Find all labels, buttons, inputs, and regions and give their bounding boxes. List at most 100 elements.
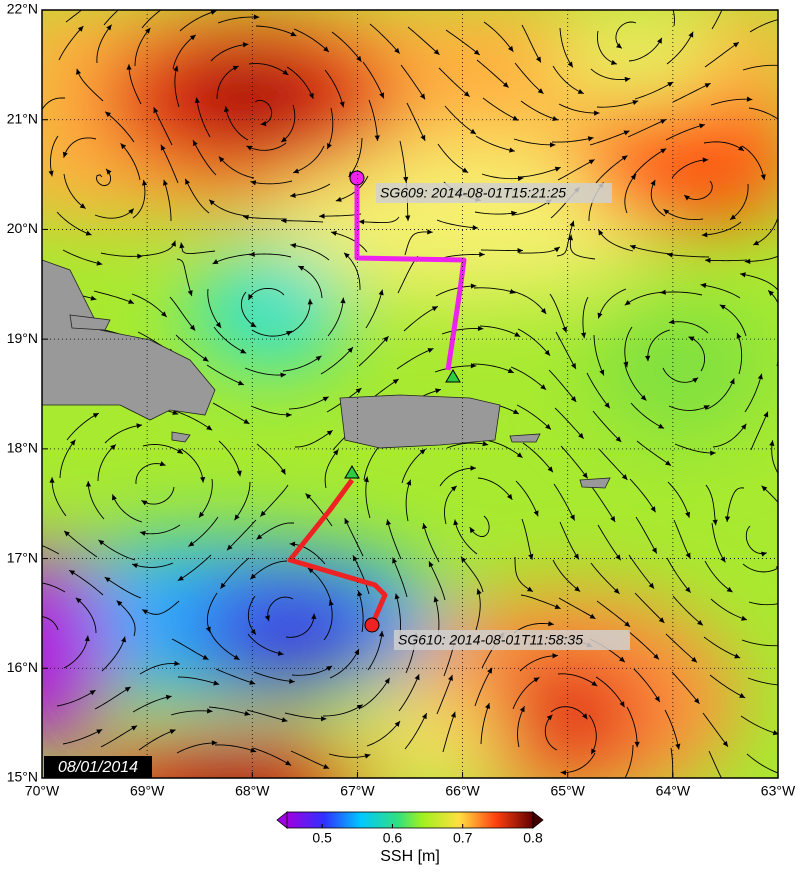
streamline [174, 65, 180, 108]
streamline [474, 667, 493, 707]
streamline [666, 31, 694, 65]
flow-arrow [469, 527, 475, 534]
flow-arrow [106, 24, 112, 31]
flow-arrow [24, 618, 30, 624]
streamline [520, 100, 559, 121]
flow-arrow [691, 656, 697, 663]
flow-arrow [650, 506, 656, 513]
streamline [552, 65, 584, 94]
streamline [250, 180, 293, 185]
streamline [226, 519, 257, 551]
land [42, 259, 611, 489]
streamline [650, 179, 666, 217]
flow-arrow [344, 518, 350, 525]
flow-arrow [650, 179, 656, 186]
flow-arrow [420, 134, 426, 141]
streamline [369, 23, 401, 54]
flow-arrow [96, 260, 103, 266]
flow-arrow [343, 252, 350, 259]
flow-arrow [160, 144, 166, 151]
streamline [741, 639, 778, 647]
streamline [446, 442, 489, 449]
flow-arrow [703, 405, 710, 411]
x-tick-label: 68°W [235, 783, 270, 799]
colorbar-extend [532, 811, 544, 829]
flow-arrow [604, 402, 610, 409]
streamline [477, 477, 513, 501]
flow-arrow [533, 677, 540, 683]
streamline [141, 10, 162, 29]
streamline [217, 16, 260, 24]
flow-arrow [528, 553, 534, 560]
streamline [517, 328, 551, 356]
flow-arrow [688, 31, 694, 38]
streamline [116, 600, 136, 637]
flow-arrow [293, 168, 300, 174]
flow-arrow [760, 551, 767, 557]
streamline [667, 253, 710, 258]
flow-arrow [280, 372, 287, 378]
streamline [131, 293, 167, 318]
streamline [163, 179, 172, 222]
streamline [627, 630, 660, 660]
streamline [597, 524, 622, 561]
streamline [726, 487, 745, 522]
colorbar-tick-label: 0.7 [453, 830, 473, 846]
flow-arrow [378, 289, 384, 296]
flow-arrow [746, 96, 753, 102]
flow-arrow [248, 294, 254, 301]
streamline [512, 199, 552, 216]
flow-arrow [450, 711, 456, 718]
streamline [141, 486, 175, 505]
streamline [444, 485, 458, 525]
streamline [174, 410, 213, 431]
flow-arrow [76, 68, 82, 75]
flow-arrow [761, 485, 768, 492]
flow-arrow [667, 252, 673, 258]
flow-arrow [517, 247, 523, 254]
streamline [139, 524, 181, 535]
flow-arrow [580, 332, 587, 339]
streamline [212, 402, 250, 425]
streamline [442, 711, 456, 753]
streamline [706, 378, 735, 410]
flow-arrow [333, 449, 339, 456]
flow-arrow [185, 178, 190, 185]
flow-arrow [202, 356, 209, 362]
streamline [225, 106, 249, 141]
flow-arrow [700, 282, 707, 289]
streamline [510, 366, 547, 391]
streamline [558, 597, 596, 620]
flow-arrow [394, 593, 400, 600]
flow-arrow [326, 665, 333, 671]
flow-arrow [552, 115, 559, 121]
flow-arrow [482, 441, 489, 447]
flow-arrow [537, 88, 544, 94]
flow-arrow [90, 295, 97, 301]
streamline [744, 373, 763, 413]
streamline [665, 124, 706, 141]
streamline [787, 100, 800, 123]
streamline [406, 102, 426, 142]
streamline [246, 142, 287, 151]
colorbar-label: SSH [m] [380, 848, 440, 865]
flow-arrow [319, 213, 325, 219]
streamline [362, 61, 385, 99]
streamline [246, 709, 288, 722]
streamline [216, 65, 239, 100]
flow-arrow [165, 694, 172, 700]
streamline [624, 364, 647, 401]
flow-arrow [726, 586, 733, 593]
flow-arrow [435, 388, 441, 394]
flow-arrow [619, 656, 625, 663]
streamline [255, 25, 297, 37]
flow-arrow [213, 680, 220, 686]
streamline [42, 582, 66, 593]
flow-arrow [509, 147, 515, 153]
streamline [363, 442, 383, 481]
flow-arrow [110, 444, 116, 450]
streamline [548, 369, 577, 403]
streamline [132, 695, 172, 713]
streamline [397, 255, 419, 294]
